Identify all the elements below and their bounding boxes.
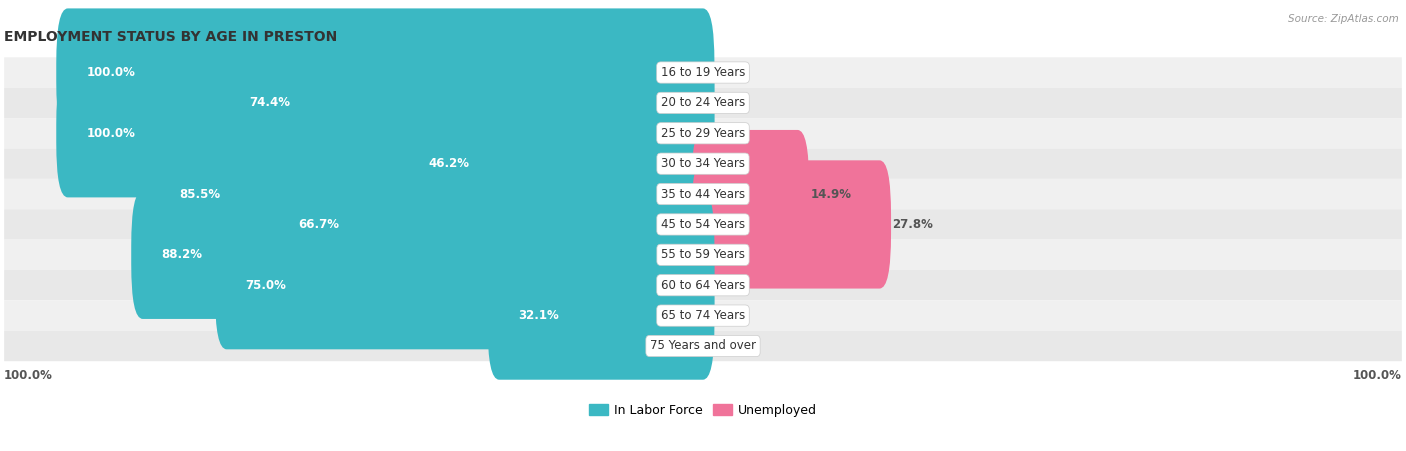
FancyBboxPatch shape xyxy=(4,57,1402,87)
Text: 0.0%: 0.0% xyxy=(716,66,748,79)
FancyBboxPatch shape xyxy=(4,87,1402,118)
Text: 46.2%: 46.2% xyxy=(429,157,470,170)
Text: 14.9%: 14.9% xyxy=(810,188,852,201)
FancyBboxPatch shape xyxy=(215,221,714,350)
FancyBboxPatch shape xyxy=(4,118,1402,148)
Text: 0.0%: 0.0% xyxy=(716,279,748,292)
FancyBboxPatch shape xyxy=(692,160,891,289)
FancyBboxPatch shape xyxy=(398,100,714,228)
Text: 60 to 64 Years: 60 to 64 Years xyxy=(661,279,745,292)
Text: 100.0%: 100.0% xyxy=(87,66,135,79)
FancyBboxPatch shape xyxy=(4,148,1402,179)
Text: 0.0%: 0.0% xyxy=(658,340,690,353)
FancyBboxPatch shape xyxy=(56,69,714,198)
FancyBboxPatch shape xyxy=(488,252,714,380)
Text: Source: ZipAtlas.com: Source: ZipAtlas.com xyxy=(1288,14,1399,23)
Text: 0.0%: 0.0% xyxy=(716,97,748,110)
Text: 35 to 44 Years: 35 to 44 Years xyxy=(661,188,745,201)
Text: 100.0%: 100.0% xyxy=(4,369,53,382)
Text: 0.0%: 0.0% xyxy=(716,157,748,170)
FancyBboxPatch shape xyxy=(267,160,714,289)
Text: 74.4%: 74.4% xyxy=(249,97,291,110)
Text: 45 to 54 Years: 45 to 54 Years xyxy=(661,218,745,231)
Text: 32.1%: 32.1% xyxy=(519,309,558,322)
FancyBboxPatch shape xyxy=(4,270,1402,300)
Text: 0.0%: 0.0% xyxy=(716,249,748,261)
Text: 100.0%: 100.0% xyxy=(1353,369,1402,382)
Text: 27.8%: 27.8% xyxy=(893,218,934,231)
FancyBboxPatch shape xyxy=(4,209,1402,239)
FancyBboxPatch shape xyxy=(4,239,1402,270)
Text: 0.0%: 0.0% xyxy=(716,309,748,322)
Text: 0.0%: 0.0% xyxy=(716,340,748,353)
FancyBboxPatch shape xyxy=(4,300,1402,331)
Text: 30 to 34 Years: 30 to 34 Years xyxy=(661,157,745,170)
FancyBboxPatch shape xyxy=(4,331,1402,361)
Text: 88.2%: 88.2% xyxy=(162,249,202,261)
Text: 66.7%: 66.7% xyxy=(298,218,339,231)
Text: 75.0%: 75.0% xyxy=(246,279,287,292)
FancyBboxPatch shape xyxy=(692,130,808,258)
FancyBboxPatch shape xyxy=(149,130,714,258)
Text: 20 to 24 Years: 20 to 24 Years xyxy=(661,97,745,110)
Text: 25 to 29 Years: 25 to 29 Years xyxy=(661,127,745,140)
Text: 75 Years and over: 75 Years and over xyxy=(650,340,756,353)
Legend: In Labor Force, Unemployed: In Labor Force, Unemployed xyxy=(583,399,823,422)
Text: 16 to 19 Years: 16 to 19 Years xyxy=(661,66,745,79)
FancyBboxPatch shape xyxy=(4,179,1402,209)
FancyBboxPatch shape xyxy=(56,9,714,137)
Text: 85.5%: 85.5% xyxy=(179,188,219,201)
Text: 65 to 74 Years: 65 to 74 Years xyxy=(661,309,745,322)
Text: EMPLOYMENT STATUS BY AGE IN PRESTON: EMPLOYMENT STATUS BY AGE IN PRESTON xyxy=(4,30,337,44)
FancyBboxPatch shape xyxy=(219,39,714,167)
Text: 100.0%: 100.0% xyxy=(87,127,135,140)
Text: 0.0%: 0.0% xyxy=(716,127,748,140)
FancyBboxPatch shape xyxy=(131,191,714,319)
Text: 55 to 59 Years: 55 to 59 Years xyxy=(661,249,745,261)
